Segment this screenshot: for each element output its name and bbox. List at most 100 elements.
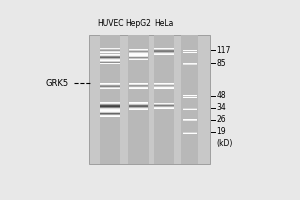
Bar: [129, 87, 148, 88]
Bar: [129, 57, 148, 58]
Bar: [129, 53, 148, 54]
Bar: [183, 120, 197, 121]
Bar: [129, 83, 148, 84]
Bar: [100, 84, 120, 85]
Bar: [100, 83, 120, 84]
Bar: [100, 106, 120, 107]
Bar: [154, 106, 174, 107]
Bar: [183, 132, 197, 133]
Bar: [154, 104, 174, 105]
Bar: [100, 115, 120, 116]
Bar: [100, 63, 120, 64]
Bar: [183, 97, 197, 98]
Bar: [100, 62, 120, 63]
Bar: [154, 85, 174, 86]
Bar: [100, 56, 120, 57]
Bar: [100, 87, 120, 88]
Bar: [100, 114, 120, 115]
Bar: [100, 112, 120, 113]
Bar: [100, 48, 120, 49]
Bar: [183, 120, 197, 121]
Bar: [129, 52, 148, 53]
Bar: [100, 111, 120, 112]
Bar: [100, 113, 120, 114]
Bar: [100, 49, 120, 50]
Bar: [154, 86, 174, 87]
Bar: [100, 59, 120, 60]
Bar: [129, 57, 148, 58]
Bar: [154, 87, 174, 88]
Bar: [129, 52, 148, 53]
Bar: [100, 60, 120, 61]
Bar: [154, 86, 174, 87]
Bar: [183, 109, 197, 110]
Bar: [100, 63, 120, 64]
Text: 117: 117: [217, 46, 231, 55]
Bar: [183, 120, 197, 121]
Bar: [129, 85, 148, 86]
Bar: [100, 49, 120, 50]
Bar: [100, 86, 120, 87]
Bar: [183, 109, 197, 110]
Bar: [129, 55, 148, 56]
Bar: [183, 133, 197, 134]
Bar: [183, 120, 197, 121]
Text: 48: 48: [217, 91, 226, 100]
Text: HUVEC: HUVEC: [97, 19, 123, 28]
Text: 26: 26: [217, 115, 226, 124]
Bar: [129, 51, 148, 52]
Bar: [183, 52, 197, 53]
Bar: [183, 119, 197, 120]
Bar: [129, 104, 148, 105]
Bar: [154, 107, 174, 108]
Bar: [129, 108, 148, 109]
Text: (kD): (kD): [217, 139, 233, 148]
Bar: [100, 105, 120, 106]
Bar: [100, 107, 120, 108]
Bar: [100, 111, 120, 112]
Bar: [128, 35, 149, 164]
Bar: [154, 48, 174, 49]
Bar: [129, 59, 148, 60]
Bar: [100, 61, 120, 62]
Bar: [100, 104, 120, 105]
Bar: [100, 116, 120, 117]
Bar: [100, 55, 120, 56]
Bar: [100, 108, 120, 109]
Bar: [100, 110, 120, 111]
Bar: [100, 63, 120, 64]
Bar: [154, 51, 174, 52]
Bar: [183, 108, 197, 109]
Bar: [100, 111, 120, 112]
Bar: [183, 96, 197, 97]
Bar: [183, 52, 197, 53]
Bar: [154, 49, 174, 50]
Bar: [183, 51, 197, 52]
Bar: [183, 64, 197, 65]
Bar: [183, 119, 197, 120]
Bar: [129, 87, 148, 88]
Bar: [182, 35, 198, 164]
Bar: [100, 114, 120, 115]
Bar: [129, 49, 148, 50]
Bar: [129, 83, 148, 84]
Bar: [183, 109, 197, 110]
Bar: [100, 50, 120, 51]
Bar: [100, 109, 120, 110]
Bar: [129, 56, 148, 57]
Bar: [129, 108, 148, 109]
Bar: [129, 104, 148, 105]
Bar: [100, 113, 120, 114]
Bar: [154, 108, 174, 109]
Bar: [129, 56, 148, 57]
Bar: [183, 63, 197, 64]
Bar: [100, 58, 120, 59]
Bar: [154, 84, 174, 85]
Bar: [154, 103, 174, 104]
Bar: [100, 115, 120, 116]
Bar: [129, 52, 148, 53]
Bar: [100, 105, 120, 106]
Bar: [100, 84, 120, 85]
Bar: [100, 88, 120, 89]
Bar: [129, 50, 148, 51]
